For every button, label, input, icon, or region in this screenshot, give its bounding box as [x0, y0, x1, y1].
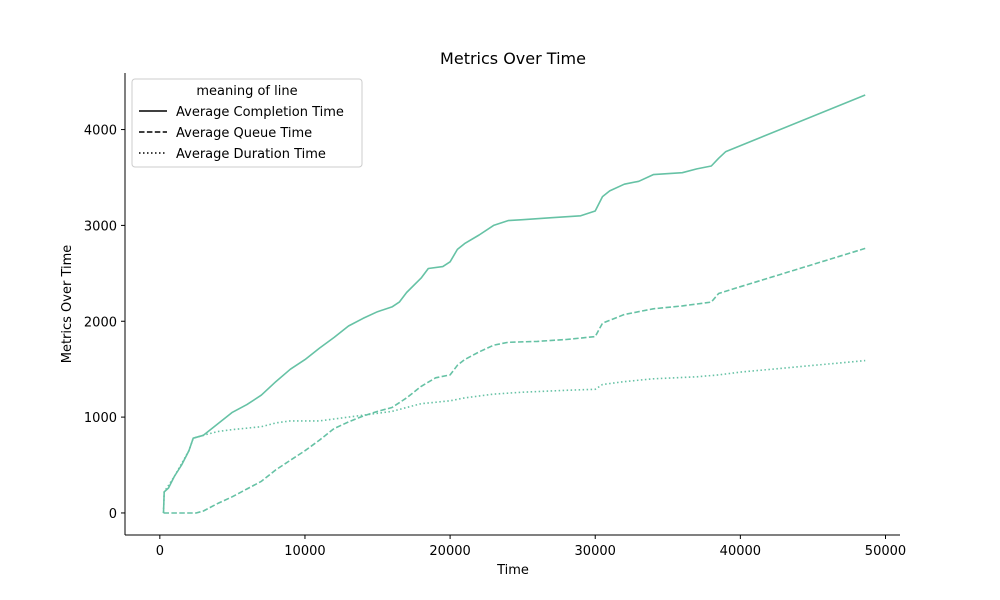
x-tick-label: 50000 [865, 544, 906, 559]
y-axis-ticks: 0 1000 2000 3000 4000 [84, 124, 125, 522]
x-tick-label: 40000 [720, 544, 761, 559]
x-tick-label: 10000 [284, 544, 325, 559]
y-tick-label: 3000 [84, 219, 117, 234]
x-tick-label: 30000 [575, 544, 616, 559]
series-line-solid [162, 94, 866, 514]
x-tick-label: 0 [156, 544, 164, 559]
y-tick-label: 1000 [84, 411, 117, 426]
chart-title: Metrics Over Time [440, 49, 586, 68]
series-line-dotted [162, 359, 866, 514]
x-tick-label: 20000 [429, 544, 470, 559]
legend: meaning of line Average Completion Time … [131, 78, 363, 168]
legend-label-completion: Average Completion Time [176, 105, 344, 120]
series-layer [162, 94, 866, 514]
y-tick-label: 4000 [84, 124, 117, 139]
legend-box [131, 78, 363, 168]
y-tick-label: 0 [109, 507, 117, 522]
x-axis-label: Time [496, 563, 529, 578]
legend-label-queue: Average Queue Time [176, 126, 312, 141]
legend-label-duration: Average Duration Time [176, 147, 326, 162]
y-tick-label: 2000 [84, 315, 117, 330]
legend-title: meaning of line [196, 84, 297, 99]
y-axis-label: Metrics Over Time [60, 245, 75, 364]
x-axis-ticks: 0 10000 20000 30000 40000 50000 [156, 535, 906, 559]
series-line-dashed [163, 247, 866, 514]
